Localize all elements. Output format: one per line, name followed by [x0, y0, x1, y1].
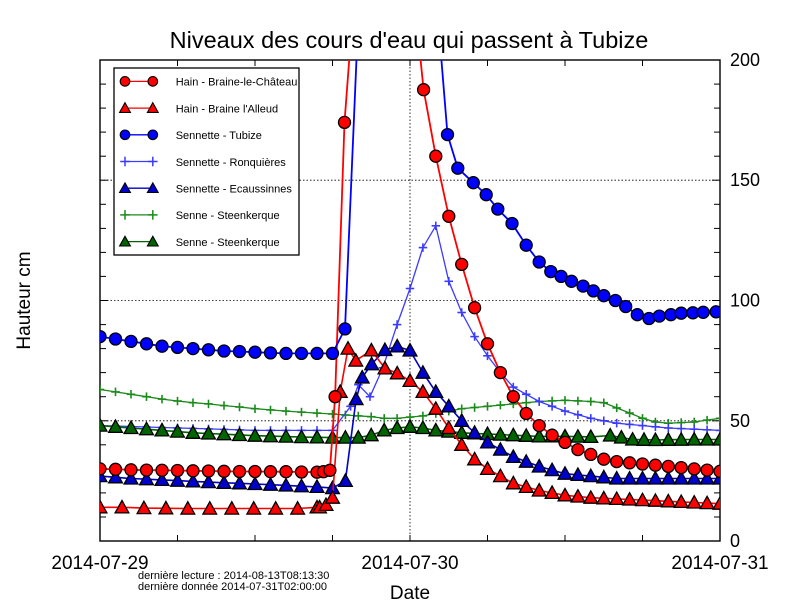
svg-text:0: 0 [730, 531, 740, 551]
svg-text:Hauteur cm: Hauteur cm [14, 251, 35, 349]
svg-text:100: 100 [730, 291, 760, 311]
svg-text:Niveaux des cours d'eau qui pa: Niveaux des cours d'eau qui passent à Tu… [170, 27, 649, 53]
svg-text:200: 200 [730, 50, 760, 70]
svg-text:2014-07-30: 2014-07-30 [361, 553, 458, 574]
svg-text:2014-07-31: 2014-07-31 [671, 553, 768, 574]
svg-text:Hain - Braine l'Alleud: Hain - Braine l'Alleud [176, 103, 278, 115]
svg-text:Date: Date [390, 583, 430, 600]
svg-text:Senne - Steenkerque: Senne - Steenkerque [176, 210, 280, 222]
svg-text:dernière donnée 2014-07-31T02: dernière donnée 2014-07-31T02:00:00 [138, 581, 327, 593]
svg-text:Sennette - Ronquières: Sennette - Ronquières [176, 157, 287, 169]
svg-text:Senne - Steenkerque: Senne - Steenkerque [176, 237, 280, 249]
svg-text:150: 150 [730, 170, 760, 190]
svg-text:Sennette - Tubize: Sennette - Tubize [176, 130, 262, 142]
svg-text:Sennette - Ecaussinnes: Sennette - Ecaussinnes [176, 184, 293, 196]
svg-text:2014-07-29: 2014-07-29 [51, 553, 148, 574]
svg-text:Hain - Braine-le-Château: Hain - Braine-le-Château [176, 77, 298, 89]
svg-text:50: 50 [730, 411, 750, 431]
